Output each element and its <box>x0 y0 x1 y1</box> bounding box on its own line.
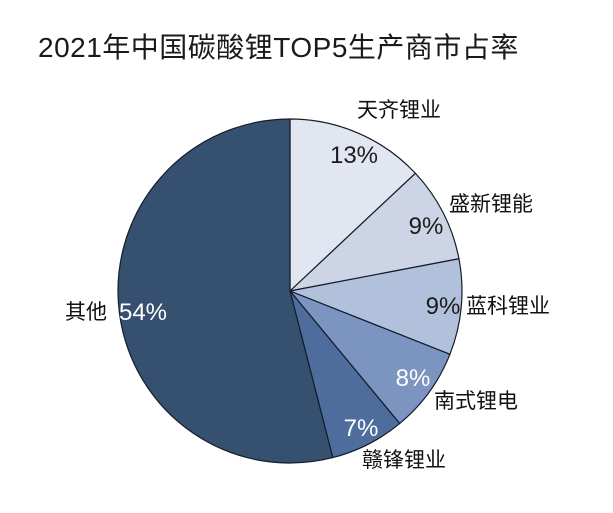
slice-label-others: 其他 <box>65 301 107 324</box>
pie-slice-5 <box>117 118 334 464</box>
slice-percent-tianqi-lithium: 13% <box>329 142 379 169</box>
pie-slice-2 <box>289 258 463 355</box>
slice-percent-lanke-lithium: 9% <box>425 293 461 320</box>
chart-title: 2021年中国碳酸锂TOP5生产商市占率 <box>38 32 519 63</box>
slice-label-nanshi-lithium: 南式锂电 <box>434 390 518 413</box>
pie-slice-1 <box>289 172 460 292</box>
slice-percent-shengxin-lithium: 9% <box>408 213 444 240</box>
slice-label-ganfeng-lithium: 赣锋锂业 <box>362 449 446 472</box>
slice-percent-others: 54% <box>118 299 168 326</box>
slice-label-shengxin-lithium: 盛新锂能 <box>449 193 533 216</box>
slice-label-lanke-lithium: 蓝科锂业 <box>466 295 550 318</box>
slice-label-tianqi-lithium: 天齐锂业 <box>357 99 441 122</box>
pie-slice-0 <box>289 118 416 292</box>
slice-percent-ganfeng-lithium: 7% <box>343 415 379 442</box>
slice-percent-nanshi-lithium: 8% <box>395 365 431 392</box>
